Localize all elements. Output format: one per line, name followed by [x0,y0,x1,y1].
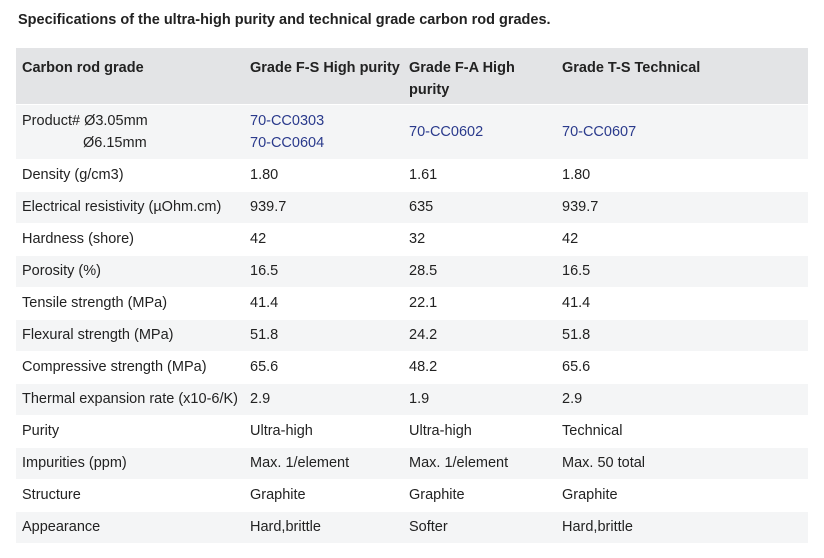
table-caption: Specifications of the ultra-high purity … [18,12,551,28]
value-fa-cell: Max. 1/element [403,447,556,480]
row-label-cell: Impurities (ppm) [16,447,244,480]
product-label-line2: Ø6.15mm [83,134,147,151]
value-ts-cell: 42 [556,223,808,256]
specifications-table: Carbon rod grade Grade F-S High purity G… [16,48,808,544]
value-fa-cell: 22.1 [403,287,556,320]
value-ts-cell: 65.6 [556,351,808,384]
value-ts-cell: Max. 50 total [556,447,808,480]
value-fs-cell: 41.4 [244,287,403,320]
table-row: Compressive strength (MPa) 65.6 48.2 65.6 [16,351,808,384]
row-label-cell: Purity [16,415,244,448]
value-fa-cell: 24.2 [403,319,556,352]
value-fa-cell: Graphite [403,479,556,512]
header-grade-fs: Grade F-S High purity [244,48,403,105]
value-fa-cell: 32 [403,223,556,256]
row-label-cell: Appearance [16,511,244,544]
value-fs-cell: Ultra-high [244,415,403,448]
row-label-cell: Tensile strength (MPa) [16,287,244,320]
value-ts-cell: 16.5 [556,255,808,288]
value-ts-cell: Hard,brittle [556,511,808,544]
product-label-cell: Product# Ø3.05mm Ø6.15mm [16,104,244,160]
value-ts-cell: Technical [556,415,808,448]
value-fs-cell: Max. 1/element [244,447,403,480]
row-label-cell: Thermal expansion rate (x10-6/K) [16,383,244,416]
table-header-row: Carbon rod grade Grade F-S High purity G… [16,48,808,105]
product-fa-cell: 70-CC0602 [403,104,556,160]
value-fa-cell: 28.5 [403,255,556,288]
row-label-cell: Compressive strength (MPa) [16,351,244,384]
table-row: Thermal expansion rate (x10-6/K) 2.9 1.9 2.… [16,383,808,416]
table-row: Structure Graphite Graphite Graphite [16,479,808,512]
value-fa-cell: 1.61 [403,159,556,192]
table-row: Impurities (ppm) Max. 1/element Max. 1/ele… [16,447,808,480]
table-row: Electrical resistivity (µOhm.cm) 939.7 635… [16,191,808,224]
value-fs-cell: Hard,brittle [244,511,403,544]
value-fa-cell: 635 [403,191,556,224]
product-link-fs-0303[interactable]: 70-CC0303 [250,112,325,129]
value-fs-cell: 2.9 [244,383,403,416]
table-row: Appearance Hard,brittle Softer Hard,brittle [16,511,808,544]
value-ts-cell: Graphite [556,479,808,512]
table-row: Purity Ultra-high Ultra-high Technical [16,415,808,448]
row-label-cell: Flexural strength (MPa) [16,319,244,352]
row-label-cell: Electrical resistivity (µOhm.cm) [16,191,244,224]
row-label-cell: Hardness (shore) [16,223,244,256]
product-link-fs-0604[interactable]: 70-CC0604 [250,134,325,151]
value-fs-cell: 42 [244,223,403,256]
value-fa-cell: 1.9 [403,383,556,416]
value-fs-cell: 1.80 [244,159,403,192]
value-fa-cell: Ultra-high [403,415,556,448]
value-ts-cell: 939.7 [556,191,808,224]
product-link-ts-0607[interactable]: 70-CC0607 [562,123,637,140]
value-fa-cell: Softer [403,511,556,544]
header-carbon-rod-grade: Carbon rod grade [16,48,244,105]
table-row-product: Product# Ø3.05mm Ø6.15mm 70-CC0303 70-CC… [16,104,808,160]
value-fs-cell: 65.6 [244,351,403,384]
value-fs-cell: 16.5 [244,255,403,288]
header-grade-ts: Grade T-S Technical [556,48,808,105]
table-row: Tensile strength (MPa) 41.4 22.1 41.4 [16,287,808,320]
header-grade-fa: Grade F-A High purity [403,48,556,105]
product-label-line1: Product# Ø3.05mm [22,112,148,129]
product-ts-cell: 70-CC0607 [556,104,808,160]
value-fa-cell: 48.2 [403,351,556,384]
value-fs-cell: Graphite [244,479,403,512]
product-link-fa-0602[interactable]: 70-CC0602 [409,123,484,140]
value-ts-cell: 51.8 [556,319,808,352]
table-row: Porosity (%) 16.5 28.5 16.5 [16,255,808,288]
row-label-cell: Porosity (%) [16,255,244,288]
table-row: Flexural strength (MPa) 51.8 24.2 51.8 [16,319,808,352]
value-ts-cell: 41.4 [556,287,808,320]
table-row: Hardness (shore) 42 32 42 [16,223,808,256]
product-fs-cell: 70-CC0303 70-CC0604 [244,104,403,160]
value-fs-cell: 51.8 [244,319,403,352]
row-label-cell: Density (g/cm3) [16,159,244,192]
value-ts-cell: 2.9 [556,383,808,416]
table-row: Density (g/cm3) 1.80 1.61 1.80 [16,159,808,192]
value-fs-cell: 939.7 [244,191,403,224]
row-label-cell: Structure [16,479,244,512]
value-ts-cell: 1.80 [556,159,808,192]
